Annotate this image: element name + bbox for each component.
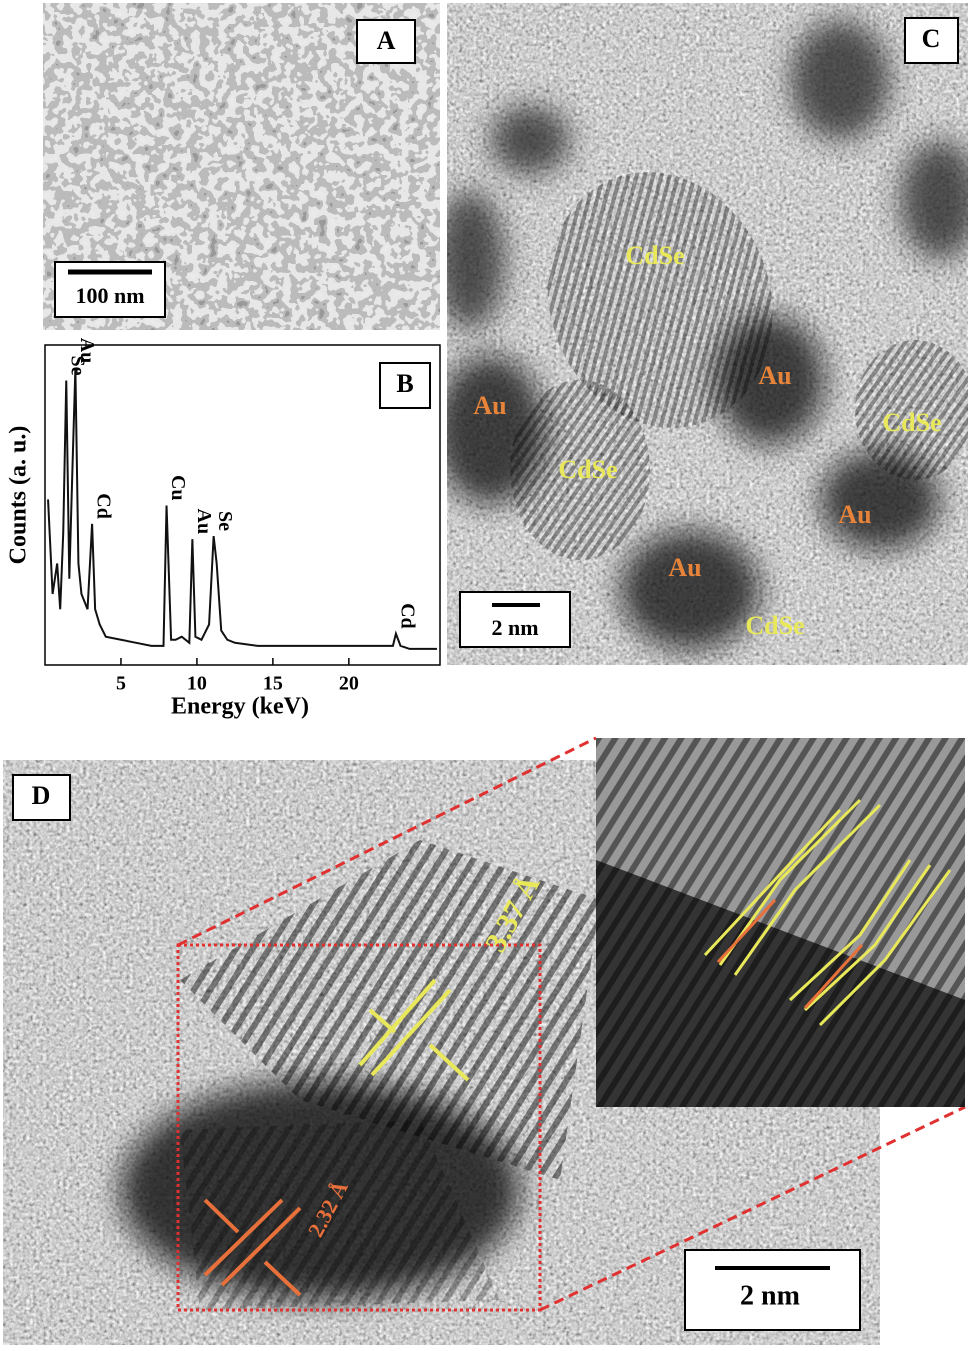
x-tick-label: 20 (339, 673, 359, 695)
phase-label: Au (838, 500, 871, 529)
phase-label: Au (758, 361, 791, 390)
y-axis-label: Counts (a. u.) (6, 426, 32, 565)
peak-label: Se (67, 356, 89, 376)
panel-b: B Energy (keV) Counts (a. u.) 5 10 15 20SeA… (6, 338, 441, 720)
panel-d: 3.37 Å 2.32 Å D 2 nm (3, 736, 966, 1345)
panel-label: D (32, 781, 51, 810)
particles (447, 20, 968, 650)
panel-a: A 100 nm (43, 3, 440, 330)
scale-label: 2 nm (740, 1280, 800, 1311)
panel-c: C CdSe Au CdSe Au CdSe Au Au CdSe 2 nm (447, 3, 968, 665)
scale-box (684, 1249, 861, 1331)
x-tick-label: 10 (187, 673, 207, 695)
label-box (12, 774, 71, 821)
phase-label: CdSe (745, 611, 804, 640)
x-axis-label: Energy (keV) (171, 694, 309, 720)
cdse-spacing-marker (358, 978, 470, 1082)
inset (596, 738, 965, 1107)
phase-label: CdSe (558, 455, 617, 484)
label-box (904, 17, 959, 64)
label-box (356, 19, 416, 64)
scale-label: 100 nm (75, 283, 144, 308)
phase-label: CdSe (882, 408, 941, 437)
zoom-region (176, 943, 542, 1312)
peak-label: Cu (167, 475, 189, 501)
zoom-line (177, 736, 597, 947)
au-spacing-marker (203, 1198, 302, 1297)
peak-label: Au (193, 509, 215, 535)
scale-label: 2 nm (491, 615, 538, 640)
peak-label: Se (214, 511, 236, 531)
plot-frame (44, 344, 441, 666)
scale-box (459, 591, 571, 648)
lattice-fringes (547, 172, 773, 428)
panel-label: B (396, 369, 413, 398)
lattice-fringes (510, 380, 650, 560)
x-tick-label: 15 (263, 673, 283, 695)
label-box (379, 362, 431, 409)
x-tick-label: 5 (116, 673, 126, 695)
spectrum (47, 368, 437, 650)
lattice-fringes (180, 840, 600, 1180)
phase-label: Au (473, 391, 506, 420)
lattice-fringes (855, 340, 968, 480)
phase-label: Au (668, 553, 701, 582)
peak-label: Au (76, 338, 98, 364)
panel-label: A (377, 26, 396, 55)
peak-label: Cd (396, 603, 418, 629)
phase-label: CdSe (625, 241, 684, 270)
zoom-line (539, 1105, 966, 1312)
lattice-fringes (180, 1120, 500, 1310)
peak-label: Cd (93, 493, 115, 519)
panel-label: C (922, 24, 941, 53)
lattice-fringes (596, 738, 965, 1107)
